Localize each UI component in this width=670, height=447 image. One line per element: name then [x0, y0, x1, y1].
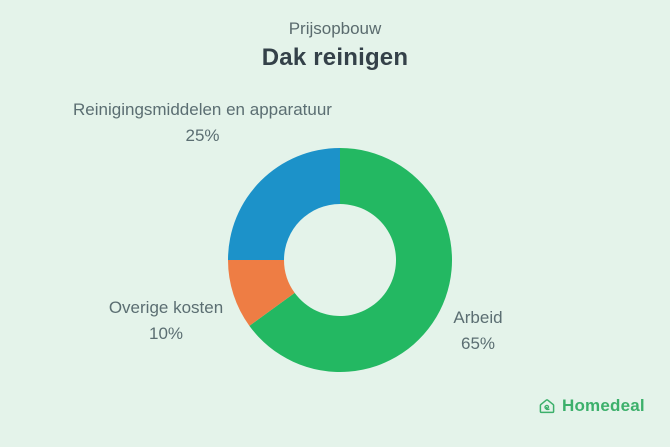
donut-segment-overige-kosten [228, 260, 295, 326]
callout-arbeid-value: 65% [460, 334, 496, 353]
callout-overige-kosten: Overige kosten 10% [66, 295, 266, 347]
brand-name: Homedeal [562, 396, 645, 415]
callout-reinigingsmiddelen-label: Reinigingsmiddelen en apparatuur [73, 100, 332, 119]
donut-segment-reinigingsmiddelen-en-apparatuur [228, 148, 340, 260]
callout-reinigingsmiddelen: Reinigingsmiddelen en apparatuur 25% [30, 97, 375, 149]
chart-subtitle: Prijsopbouw [288, 19, 382, 38]
brand-logo: Homedeal [538, 396, 645, 416]
donut-segment-arbeid [249, 148, 452, 372]
callout-overige-kosten-label: Overige kosten [108, 298, 224, 317]
callout-overige-kosten-value: 10% [148, 324, 184, 343]
callout-arbeid-label: Arbeid [453, 308, 503, 327]
donut-chart [228, 148, 452, 372]
callout-reinigingsmiddelen-value: 25% [185, 126, 220, 145]
house-icon [538, 397, 556, 415]
chart-title: Dak reinigen [261, 44, 409, 71]
callout-arbeid: Arbeid 65% [398, 305, 558, 357]
